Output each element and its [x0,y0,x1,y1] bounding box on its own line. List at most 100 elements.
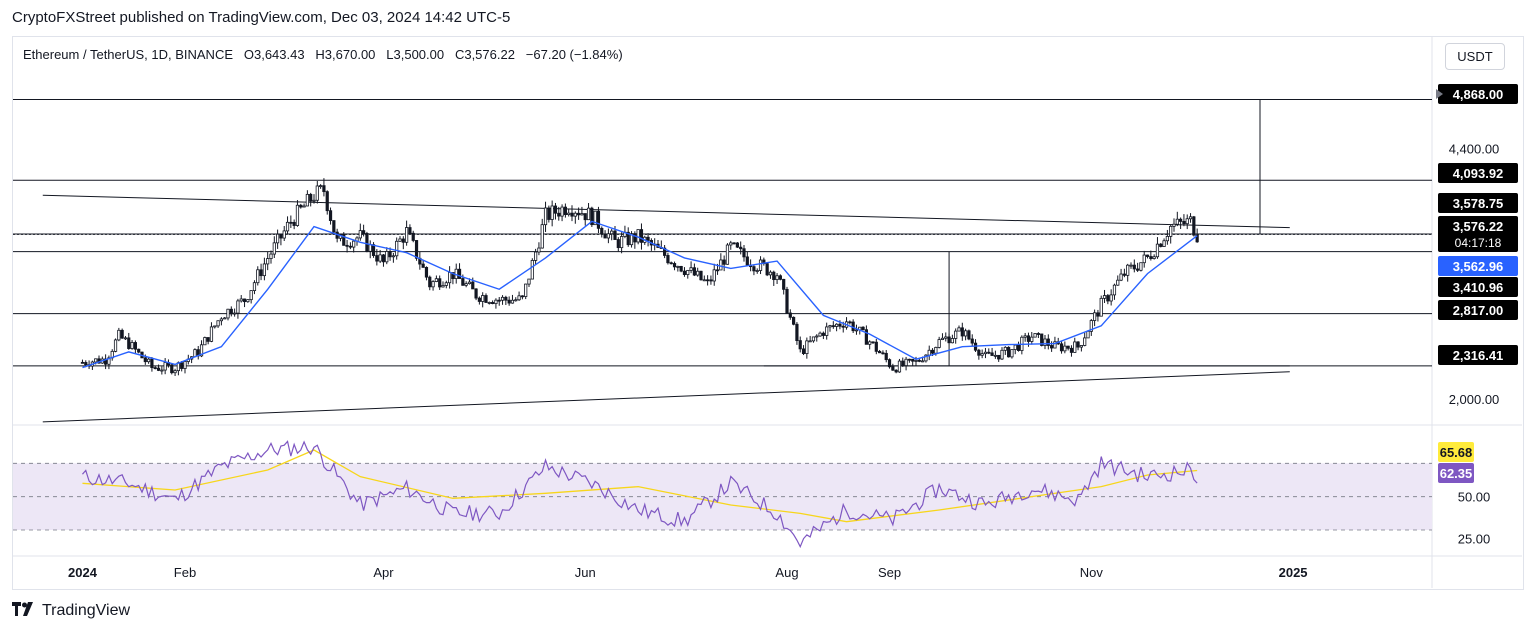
candle-body [864,329,868,345]
candle-body [940,337,945,341]
candle-body [424,266,429,278]
candle-body [428,276,432,288]
candle-body [1089,320,1093,332]
candle-body [874,341,878,352]
candle-body [887,359,892,368]
ema-line [82,220,1198,369]
candle-body [725,244,730,265]
price-tag-text: 4,093.92 [1453,166,1504,181]
candle-body [249,290,253,301]
candle-body [1099,297,1103,317]
candle-body [1102,295,1107,299]
candle-body [1159,243,1163,247]
arrow-marker-icon [1436,89,1443,99]
candle-body [256,269,260,284]
candle-body [980,353,984,356]
rsi-line [82,440,1198,549]
candle-body [348,245,352,248]
candle-body [1073,341,1077,353]
symbol-legend: Ethereum / TetherUS, 1D, BINANCE O3,643.… [23,47,623,62]
candle-body [719,259,723,271]
candle-body [798,340,802,350]
candle-body [626,231,630,246]
candle-body [1013,344,1017,350]
candle-body [947,336,951,344]
candle-body [1152,256,1156,259]
candle-body [84,362,88,366]
high-value: H3,670.00 [315,47,376,62]
candle-body [590,207,594,226]
candle-body [732,242,736,245]
candle-body [801,348,806,355]
candle-body [560,206,564,217]
candle-body [709,279,713,282]
candle-body [1106,295,1110,302]
candle-body [527,278,531,285]
candle-body [1149,256,1153,259]
candle-body [371,244,376,256]
candle-body [768,271,773,276]
upper-trendline [42,194,1290,229]
candle-body [388,251,392,258]
candle-body [104,358,108,365]
candle-body [577,212,581,216]
price-tag [1438,193,1518,213]
candle-body [137,348,141,353]
candle-body [276,233,280,244]
candle-body [606,233,610,239]
candle-body [107,357,111,365]
price-tag-text: 2,817.00 [1453,303,1504,318]
candle-body [252,282,257,291]
candle-body [821,332,825,336]
candle-body [173,370,177,374]
candle-body [507,299,511,304]
footer-brand[interactable]: TradingView [12,601,130,621]
candle-body [758,259,763,271]
candle-body [481,295,485,302]
candle-body [666,255,670,264]
candle-body [272,242,276,255]
candle-body [414,240,419,259]
candle-body [586,207,591,221]
candle-body [1063,345,1067,352]
candle-body [444,282,448,286]
candle-body [682,270,687,275]
candle-body [930,349,935,354]
candle-body [517,295,521,301]
candle-body [1162,240,1166,247]
candle-body [233,312,237,315]
candle-body [960,327,964,337]
price-tag-text: 3,410.96 [1453,280,1504,295]
candle-body [1192,216,1196,236]
candle-body [193,349,197,358]
low-value: L3,500.00 [386,47,445,62]
chart-frame[interactable] [12,36,1524,590]
candle-body [977,349,981,356]
candle-body [792,316,796,325]
candle-body [828,325,832,328]
open-value: O3,643.43 [243,47,305,62]
time-axis-label: Sep [878,565,901,580]
candle-body [745,256,749,266]
price-axis-label: 2,000.00 [1449,392,1500,407]
candle-body [408,227,412,234]
candle-body [1093,312,1097,321]
candle-body [203,337,207,346]
candle-body [183,361,187,369]
candle-body [362,230,366,234]
candle-body [573,212,577,217]
candle-body [841,325,845,328]
rsi-ma-line [82,449,1198,523]
candle-body [391,255,395,258]
candle-body [1003,346,1007,351]
rsi-axis-label: 50.00 [1458,490,1491,505]
candle-body [567,212,571,215]
candle-body [805,340,809,355]
candle-body [997,354,1001,360]
candle-body [596,210,601,229]
candle-body [262,263,266,277]
candle-body [1053,341,1057,349]
candle-body [431,281,435,288]
currency-button[interactable]: USDT [1445,43,1505,70]
